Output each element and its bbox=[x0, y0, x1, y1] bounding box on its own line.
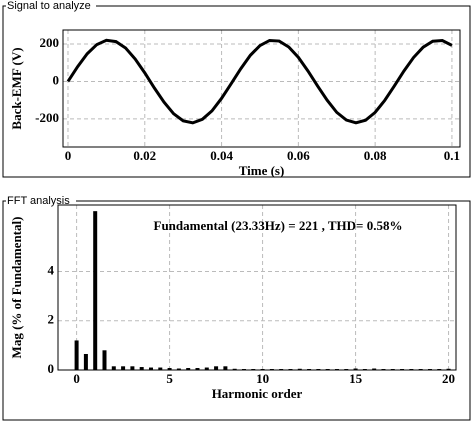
panel-label: FFT analysis bbox=[7, 195, 70, 207]
chart-title: Fundamental (23.33Hz) = 221 , THD= 0.58% bbox=[154, 218, 403, 233]
bar bbox=[214, 366, 219, 370]
bar bbox=[409, 369, 414, 370]
y-tick-label: -200 bbox=[35, 110, 59, 125]
x-tick-label: 20 bbox=[442, 371, 455, 386]
x-tick-label: 0.02 bbox=[133, 148, 156, 163]
bar bbox=[139, 367, 144, 370]
x-tick-label: 0.08 bbox=[364, 148, 387, 163]
bar bbox=[297, 368, 302, 370]
x-tick-label: 0.1 bbox=[444, 148, 460, 163]
bar bbox=[148, 367, 153, 370]
plot-frame bbox=[62, 29, 461, 148]
bar bbox=[241, 369, 246, 370]
x-axis-label: Time (s) bbox=[239, 163, 285, 178]
bar bbox=[381, 369, 386, 370]
panel-label-bg bbox=[6, 0, 96, 12]
bar bbox=[362, 369, 367, 370]
bar bbox=[195, 368, 200, 370]
y-axis-label: Mag (% of Fundamental) bbox=[9, 217, 24, 359]
bar bbox=[260, 369, 265, 370]
bar bbox=[279, 369, 284, 370]
x-tick-label: 0 bbox=[73, 371, 80, 386]
panel-label-bg bbox=[6, 195, 76, 207]
bar bbox=[269, 369, 274, 370]
signal-line bbox=[66, 38, 453, 125]
bar bbox=[334, 369, 339, 370]
bar bbox=[353, 368, 358, 370]
bar bbox=[372, 368, 377, 370]
bar bbox=[251, 369, 256, 370]
panel-frame bbox=[2, 5, 471, 178]
y-tick-label: 4 bbox=[48, 262, 55, 277]
bar bbox=[167, 368, 172, 370]
x-tick-label: 15 bbox=[349, 371, 363, 386]
y-tick-label: 0 bbox=[48, 361, 55, 376]
bar bbox=[344, 369, 349, 370]
bar bbox=[204, 367, 209, 370]
y-tick-label: 0 bbox=[53, 72, 60, 87]
x-tick-label: 0.04 bbox=[210, 148, 233, 163]
x-tick-label: 10 bbox=[256, 371, 269, 386]
bar bbox=[102, 350, 107, 370]
bar bbox=[390, 369, 395, 370]
bar bbox=[400, 369, 405, 370]
bar bbox=[446, 368, 451, 370]
bar bbox=[418, 369, 423, 370]
bar bbox=[427, 369, 432, 370]
x-axis-label: Harmonic order bbox=[212, 386, 303, 401]
bar bbox=[223, 366, 228, 370]
bar bbox=[186, 368, 191, 370]
x-tick-label: 0 bbox=[65, 148, 72, 163]
y-tick-label: 2 bbox=[48, 312, 55, 327]
x-tick-label: 0.06 bbox=[287, 148, 310, 163]
panel-frame bbox=[2, 200, 471, 421]
bar bbox=[158, 367, 163, 370]
bar bbox=[130, 366, 135, 370]
bar bbox=[121, 366, 126, 370]
x-tick-label: 5 bbox=[166, 371, 173, 386]
plot-frame bbox=[57, 204, 457, 371]
y-axis-label: Back-EMF (V) bbox=[9, 47, 24, 129]
y-tick-label: 200 bbox=[40, 35, 60, 50]
bar bbox=[83, 353, 88, 370]
bar bbox=[288, 369, 293, 370]
bar bbox=[74, 340, 79, 370]
bar bbox=[176, 368, 181, 370]
bar bbox=[111, 366, 116, 370]
bar bbox=[316, 369, 321, 370]
bar bbox=[232, 368, 237, 370]
bar bbox=[325, 369, 330, 370]
panel-label: Signal to analyze bbox=[7, 0, 91, 12]
bar bbox=[437, 369, 442, 370]
bar bbox=[307, 369, 312, 370]
bar bbox=[93, 211, 98, 370]
